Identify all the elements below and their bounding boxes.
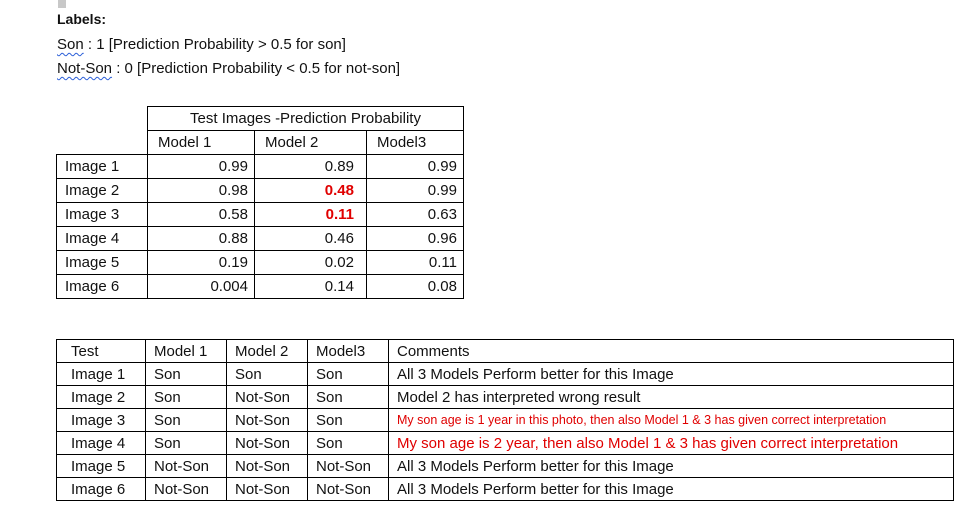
label-not-son-line: Not-Son : 0 [Prediction Probability < 0.… <box>57 60 400 77</box>
table-corner-blank <box>56 106 148 155</box>
test-image-label: Image 5 <box>56 454 146 478</box>
model-1-result: Son <box>145 362 227 386</box>
model-1-result: Not-Son <box>145 454 227 478</box>
labels-heading: Labels: <box>57 11 107 27</box>
column-header-model-3: Model3 <box>307 339 389 363</box>
model-2-probability-highlighted: 0.11 <box>254 202 367 227</box>
row-image-label: Image 4 <box>56 226 148 251</box>
comment: All 3 Models Perform better for this Ima… <box>388 362 954 386</box>
comment-highlighted: My son age is 2 year, then also Model 1 … <box>388 431 954 455</box>
model-2-probability: 0.46 <box>254 226 367 251</box>
test-image-label: Image 2 <box>56 385 146 409</box>
row-image-label: Image 1 <box>56 154 148 179</box>
model-3-probability: 0.08 <box>366 274 464 299</box>
model-2-probability: 0.14 <box>254 274 367 299</box>
row-image-label: Image 5 <box>56 250 148 275</box>
model-3-probability: 0.99 <box>366 178 464 203</box>
model-2-probability: 0.02 <box>254 250 367 275</box>
table-header-row: Test Model 1 Model 2 Model3 Comments <box>56 339 954 363</box>
model-3-result: Not-Son <box>307 454 389 478</box>
model-1-result: Not-Son <box>145 477 227 501</box>
comment: Model 2 has interpreted wrong result <box>388 385 954 409</box>
table-row: Image 4 0.88 0.46 0.96 <box>56 226 464 251</box>
model-1-probability: 0.004 <box>147 274 255 299</box>
column-header-model-2: Model 2 <box>254 130 367 155</box>
test-image-label: Image 6 <box>56 477 146 501</box>
test-image-label: Image 3 <box>56 408 146 432</box>
table-row: Image 5 Not-Son Not-Son Not-Son All 3 Mo… <box>56 454 954 478</box>
table-row: Image 2 0.98 0.48 0.99 <box>56 178 464 203</box>
comment: All 3 Models Perform better for this Ima… <box>388 454 954 478</box>
model-3-result: Son <box>307 408 389 432</box>
model-2-result: Son <box>226 362 308 386</box>
column-header-model-2: Model 2 <box>226 339 308 363</box>
column-header-model-1: Model 1 <box>147 130 255 155</box>
model-1-probability: 0.99 <box>147 154 255 179</box>
model-2-result: Not-Son <box>226 408 308 432</box>
table-row: Image 1 Son Son Son All 3 Models Perform… <box>56 362 954 386</box>
group-header: Test Images -Prediction Probability <box>147 106 464 131</box>
model-1-probability: 0.98 <box>147 178 255 203</box>
model-1-probability: 0.88 <box>147 226 255 251</box>
table-row: Image 3 0.58 0.11 0.63 <box>56 202 464 227</box>
row-image-label: Image 3 <box>56 202 148 227</box>
model-1-probability: 0.58 <box>147 202 255 227</box>
column-header-model-3: Model3 <box>366 130 464 155</box>
table-row: Image 2 Son Not-Son Son Model 2 has inte… <box>56 385 954 409</box>
model-1-result: Son <box>145 385 227 409</box>
model-1-probability: 0.19 <box>147 250 255 275</box>
son-word: Son <box>57 36 84 53</box>
model-2-probability-highlighted: 0.48 <box>254 178 367 203</box>
paragraph-marker <box>58 0 66 8</box>
test-image-label: Image 4 <box>56 431 146 455</box>
model-2-result: Not-Son <box>226 454 308 478</box>
model-2-result: Not-Son <box>226 477 308 501</box>
model-3-probability: 0.63 <box>366 202 464 227</box>
label-son-line: Son : 1 [Prediction Probability > 0.5 fo… <box>57 36 346 53</box>
row-image-label: Image 2 <box>56 178 148 203</box>
comment-highlighted: My son age is 1 year in this photo, then… <box>388 408 954 432</box>
table-row: Image 6 Not-Son Not-Son Not-Son All 3 Mo… <box>56 477 954 501</box>
table-row: Image 6 0.004 0.14 0.08 <box>56 274 464 299</box>
model-2-result: Not-Son <box>226 431 308 455</box>
prediction-probability-table: Test Images -Prediction Probability Mode… <box>56 106 464 299</box>
table-row: Image 3 Son Not-Son Son My son age is 1 … <box>56 408 954 432</box>
column-header-comments: Comments <box>388 339 954 363</box>
prediction-results-table: Test Model 1 Model 2 Model3 Comments Ima… <box>56 339 954 501</box>
comment: All 3 Models Perform better for this Ima… <box>388 477 954 501</box>
model-3-result: Not-Son <box>307 477 389 501</box>
test-image-label: Image 1 <box>56 362 146 386</box>
not-son-word: Not-Son <box>57 60 113 77</box>
model-3-probability: 0.11 <box>366 250 464 275</box>
model-3-result: Son <box>307 431 389 455</box>
table-row: Image 1 0.99 0.89 0.99 <box>56 154 464 179</box>
model-2-result: Not-Son <box>226 385 308 409</box>
column-header-test: Test <box>56 339 146 363</box>
model-3-result: Son <box>307 362 389 386</box>
row-image-label: Image 6 <box>56 274 148 299</box>
model-3-result: Son <box>307 385 389 409</box>
table-row: Image 5 0.19 0.02 0.11 <box>56 250 464 275</box>
model-1-result: Son <box>145 408 227 432</box>
table-row: Image 4 Son Not-Son Son My son age is 2 … <box>56 431 954 455</box>
model-3-probability: 0.99 <box>366 154 464 179</box>
son-definition: : 1 [Prediction Probability > 0.5 for so… <box>83 36 346 53</box>
model-2-probability: 0.89 <box>254 154 367 179</box>
model-3-probability: 0.96 <box>366 226 464 251</box>
not-son-definition: : 0 [Prediction Probability < 0.5 for no… <box>112 60 401 77</box>
column-header-model-1: Model 1 <box>145 339 227 363</box>
model-1-result: Son <box>145 431 227 455</box>
